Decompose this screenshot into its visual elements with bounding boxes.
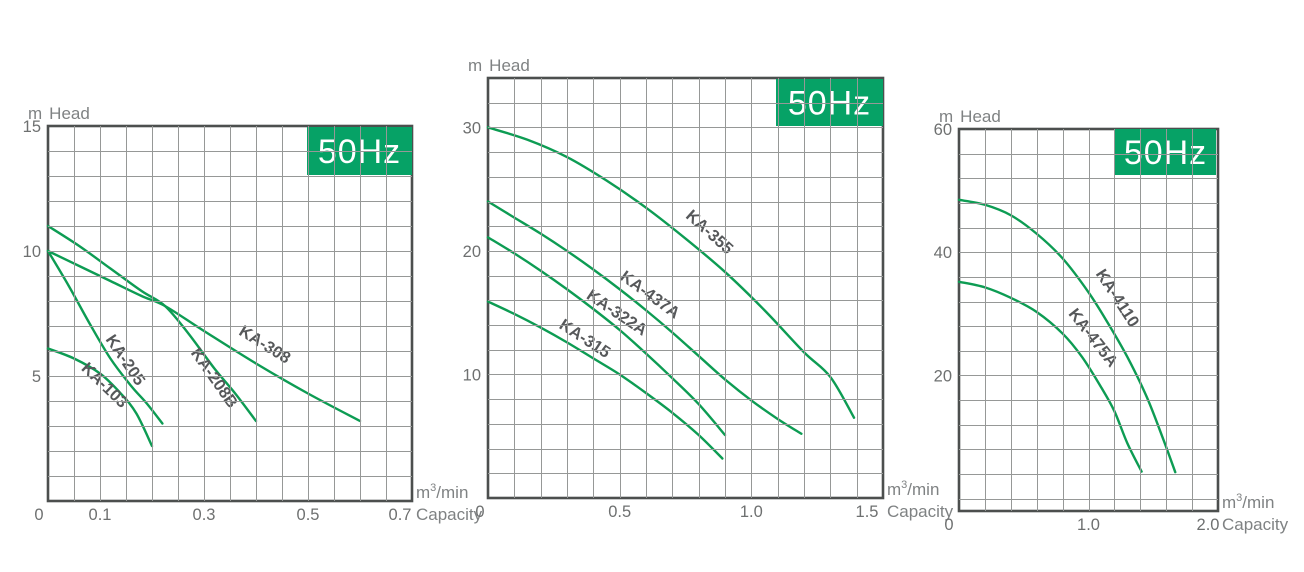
curve-label-KA-308: KA-308 xyxy=(236,322,294,367)
x-tick-label: 2.0 xyxy=(1197,516,1220,534)
y-tick-label: 10 xyxy=(463,366,481,384)
grid-lines xyxy=(48,126,412,501)
plot-border xyxy=(957,127,1220,513)
head-axis-label: m Head xyxy=(939,107,1001,126)
y-tick-label: 60 xyxy=(934,121,952,139)
curve-label-KA-355: KA-355 xyxy=(682,207,736,258)
curve-KA-308 xyxy=(46,249,362,423)
head-unit: m xyxy=(28,104,42,123)
y-tick-label: 30 xyxy=(463,119,481,137)
flow-unit-tail: /min xyxy=(436,483,468,502)
capacity-axis-label: Capacity xyxy=(1222,515,1289,534)
capacity-axis-label: Capacity xyxy=(416,505,483,524)
flow-unit-label: m3/min xyxy=(416,482,468,502)
head-text: Head xyxy=(49,104,90,123)
x-tick-label: 0 xyxy=(944,516,953,534)
flow-unit-label: m3/min xyxy=(887,479,939,499)
curve-label-KA-315: KA-315 xyxy=(556,316,613,362)
capacity-axis-label: Capacity xyxy=(887,502,954,521)
x-tick-label: 1.0 xyxy=(1077,516,1100,534)
y-tick-label: 15 xyxy=(23,118,41,136)
head-axis-label: m Head xyxy=(468,56,530,75)
curve-KA-437A xyxy=(486,200,803,435)
curve-KA-4110 xyxy=(957,198,1177,474)
x-tick-label: 0 xyxy=(34,506,43,524)
flow-unit-sup: 3 xyxy=(901,479,907,491)
curve-KA-322A xyxy=(486,236,727,437)
hz-badge xyxy=(776,79,883,126)
grid-lines xyxy=(488,78,883,498)
flow-unit-sup: 3 xyxy=(1236,492,1242,504)
grid-lines xyxy=(959,129,1218,511)
curve-label-KA-475A: KA-475A xyxy=(1065,305,1122,370)
x-tick-label: 1.0 xyxy=(740,503,763,521)
hz-badge xyxy=(1115,129,1216,175)
curve-KA-103 xyxy=(46,347,154,448)
head-unit: m xyxy=(468,56,482,75)
x-tick-label: 1.5 xyxy=(856,503,879,521)
curve-KA-315 xyxy=(486,300,724,460)
head-text: Head xyxy=(960,107,1001,126)
curve-KA-205 xyxy=(46,249,164,425)
y-tick-label: 10 xyxy=(23,243,41,261)
head-text: Head xyxy=(489,56,530,75)
x-tick-label: 0.5 xyxy=(297,506,320,524)
hz-badge-label: 50Hz xyxy=(1124,134,1207,172)
x-tick-label: 0.1 xyxy=(89,506,112,524)
flow-unit-tail: /min xyxy=(1242,493,1274,512)
flow-unit-tail: /min xyxy=(907,480,939,499)
x-tick-label: 0 xyxy=(475,503,484,521)
curve-label-KA-4110: KA-4110 xyxy=(1092,266,1143,330)
head-axis-label: m Head xyxy=(28,104,90,123)
x-tick-label: 0.3 xyxy=(193,506,216,524)
y-tick-label: 20 xyxy=(934,367,952,385)
y-tick-label: 20 xyxy=(463,243,481,261)
x-tick-label: 0.5 xyxy=(608,503,631,521)
flow-unit-label: m3/min xyxy=(1222,492,1274,512)
head-unit: m xyxy=(939,107,953,126)
flow-unit-sup: 3 xyxy=(430,482,436,494)
curve-KA-475A xyxy=(957,280,1143,473)
plot-border xyxy=(486,76,885,500)
curve-KA-355 xyxy=(486,126,856,419)
x-tick-label: 0.7 xyxy=(389,506,412,524)
y-tick-label: 5 xyxy=(32,368,41,386)
y-tick-label: 40 xyxy=(934,244,952,262)
